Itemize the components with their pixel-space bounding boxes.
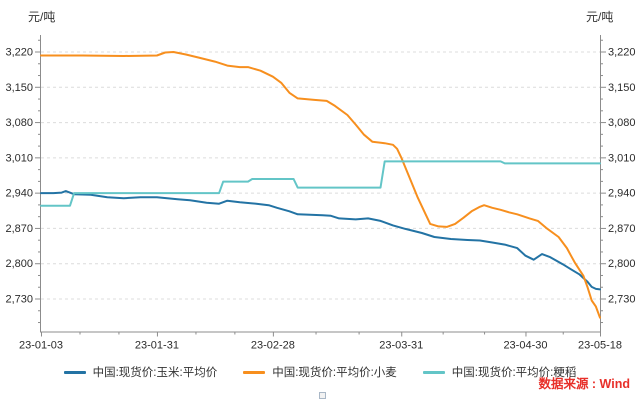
y-tick-label-left: 2,800: [5, 258, 33, 270]
y-tick-label-left: 3,150: [5, 82, 33, 94]
series-line-rice: [40, 160, 601, 207]
data-source-note: 数据来源 : Wind: [538, 377, 630, 391]
y-tick-label-left: 2,730: [5, 294, 33, 306]
legend-item-corn: 中国:现货价:玉米:平均价: [63, 364, 218, 380]
legend-label-rice: 中国:现货价:平均价:粳稻: [451, 367, 577, 379]
y-axis-unit-right: 元/吨: [586, 10, 614, 24]
wheat-line-swatch-icon: [243, 370, 266, 374]
legend-item-wheat: 中国:现货价:平均价:小麦: [243, 364, 397, 380]
corn-line-swatch-icon: [63, 370, 86, 374]
chart-legend: 中国:现货价:玉米:平均价 中国:现货价:平均价:小麦 中国:现货价:平均价:粳…: [0, 364, 640, 380]
series-line-corn: [40, 190, 601, 291]
artifact-square: [319, 392, 326, 399]
legend-label-corn: 中国:现货价:玉米:平均价: [92, 367, 218, 379]
y-tick-label-right: 2,800: [608, 258, 636, 270]
legend-label-wheat: 中国:现货价:平均价:小麦: [272, 367, 397, 379]
x-tick-label: 23-01-31: [135, 340, 179, 352]
y-tick-label-right: 2,870: [608, 223, 636, 235]
y-tick-label-right: 2,940: [608, 188, 636, 200]
y-tick-label-right: 3,150: [608, 82, 636, 94]
x-tick-label: 23-05-18: [578, 340, 622, 352]
y-tick-label-left: 3,010: [5, 152, 33, 164]
x-tick-label: 23-03-31: [379, 340, 423, 352]
y-tick-label-left: 3,220: [5, 47, 33, 59]
series-line-wheat: [40, 51, 601, 319]
y-tick-label-right: 2,730: [608, 294, 636, 306]
y-tick-label-left: 2,940: [5, 188, 33, 200]
y-tick-label-right: 3,010: [608, 152, 636, 164]
y-axis-unit-left: 元/吨: [28, 10, 56, 24]
y-tick-label-right: 3,080: [608, 117, 636, 129]
x-tick-label: 23-04-30: [503, 340, 547, 352]
y-tick-label-left: 2,870: [5, 223, 33, 235]
x-tick-label: 23-01-03: [19, 340, 63, 352]
y-tick-label-right: 3,220: [608, 47, 636, 59]
x-tick-label: 23-02-28: [251, 340, 295, 352]
y-tick-label-left: 3,080: [5, 117, 33, 129]
rice-line-swatch-icon: [422, 370, 445, 374]
legend-item-rice: 中国:现货价:平均价:粳稻: [422, 364, 577, 380]
